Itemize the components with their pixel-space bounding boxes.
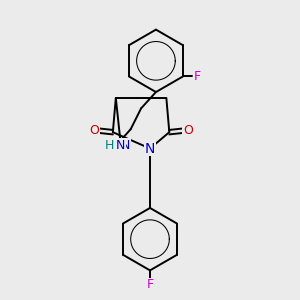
Text: H: H <box>105 139 114 152</box>
Text: N: N <box>121 139 130 152</box>
Text: F: F <box>194 70 200 83</box>
Text: N: N <box>145 142 155 155</box>
Text: N: N <box>116 139 126 152</box>
Text: O: O <box>89 124 99 137</box>
Text: O: O <box>183 124 193 137</box>
Text: F: F <box>146 278 154 291</box>
